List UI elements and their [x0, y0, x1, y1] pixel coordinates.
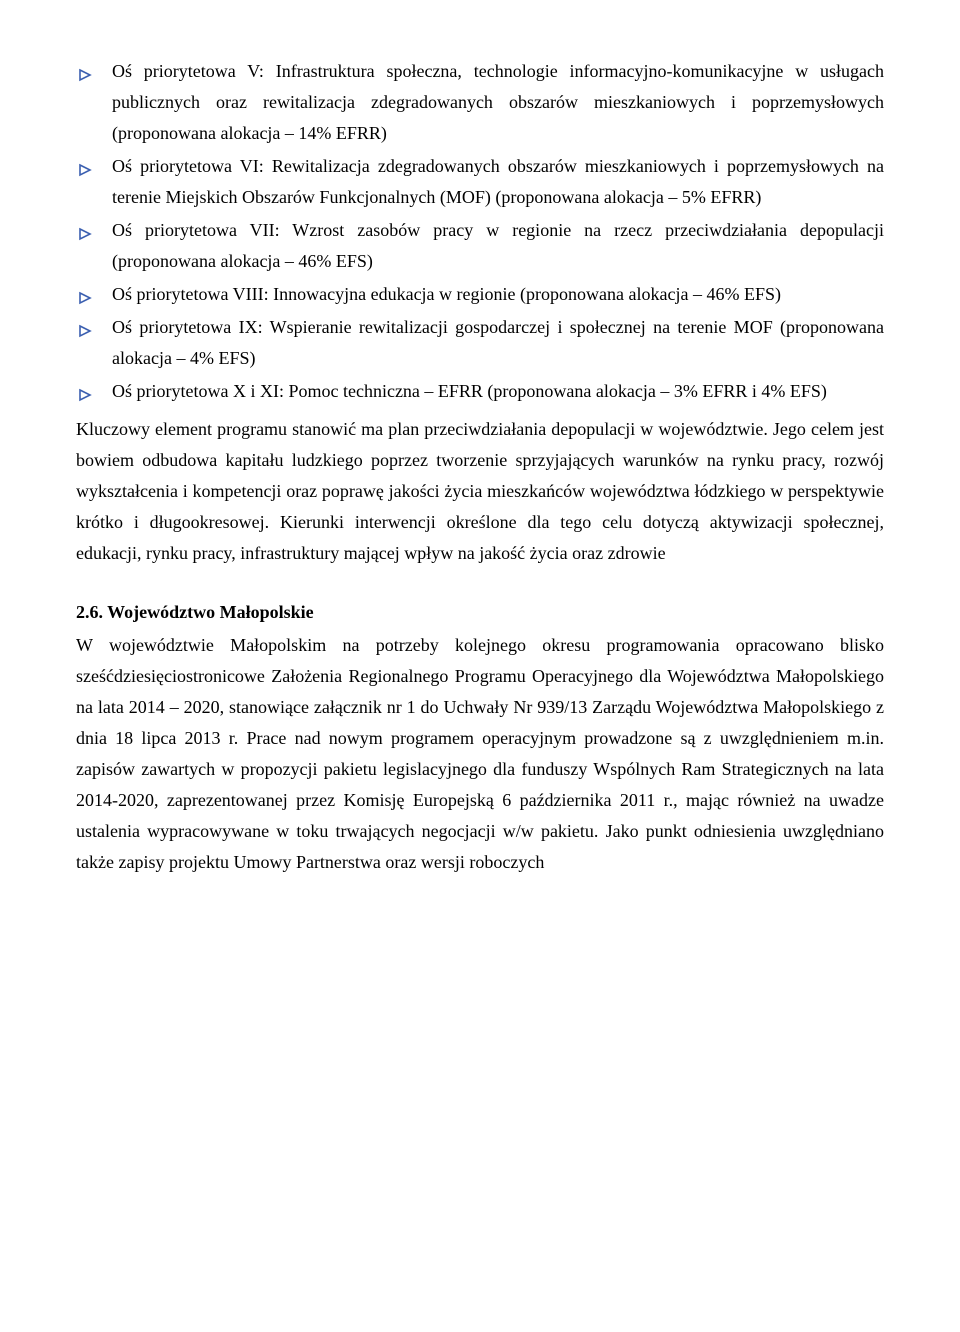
arrow-right-icon: [78, 220, 92, 251]
section-body: W województwie Małopolskim na potrzeby k…: [76, 630, 884, 878]
arrow-right-icon: [78, 284, 92, 315]
summary-paragraph: Kluczowy element programu stanowić ma pl…: [76, 414, 884, 569]
arrow-right-icon: [78, 381, 92, 412]
list-item: Oś priorytetowa VI: Rewitalizacja zdegra…: [76, 151, 884, 213]
arrow-right-icon: [78, 317, 92, 348]
list-item-text: Oś priorytetowa X i XI: Pomoc techniczna…: [112, 381, 827, 401]
section-heading: 2.6. Województwo Małopolskie: [76, 597, 884, 628]
list-item-text: Oś priorytetowa VI: Rewitalizacja zdegra…: [112, 156, 884, 207]
list-item-text: Oś priorytetowa VIII: Innowacyjna edukac…: [112, 284, 781, 304]
list-item-text: Oś priorytetowa VII: Wzrost zasobów prac…: [112, 220, 884, 271]
arrow-right-icon: [78, 61, 92, 92]
list-item: Oś priorytetowa IX: Wspieranie rewitaliz…: [76, 312, 884, 374]
list-item-text: Oś priorytetowa IX: Wspieranie rewitaliz…: [112, 317, 884, 368]
list-item: Oś priorytetowa VIII: Innowacyjna edukac…: [76, 279, 884, 310]
list-item: Oś priorytetowa V: Infrastruktura społec…: [76, 56, 884, 149]
list-item: Oś priorytetowa X i XI: Pomoc techniczna…: [76, 376, 884, 407]
list-item: Oś priorytetowa VII: Wzrost zasobów prac…: [76, 215, 884, 277]
priority-axis-list: Oś priorytetowa V: Infrastruktura społec…: [76, 56, 884, 406]
arrow-right-icon: [78, 156, 92, 187]
list-item-text: Oś priorytetowa V: Infrastruktura społec…: [112, 61, 884, 143]
